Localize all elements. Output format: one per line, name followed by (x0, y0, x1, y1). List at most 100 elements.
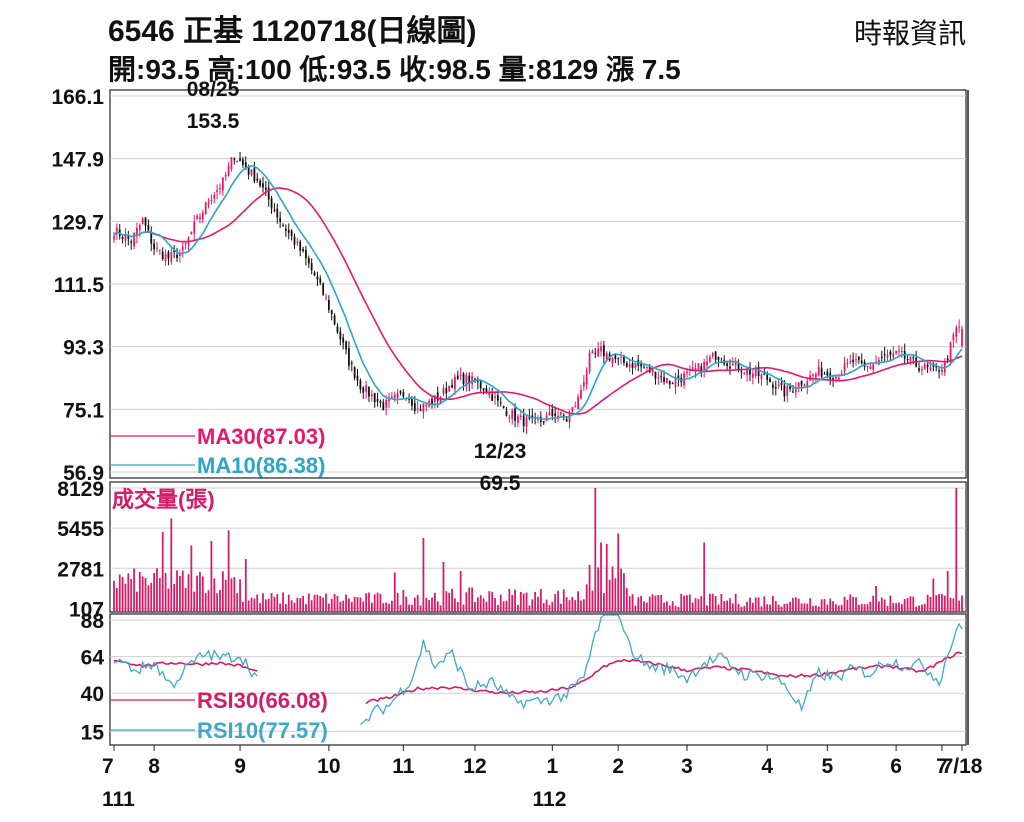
candle-body (797, 382, 800, 388)
candle-body (751, 373, 754, 378)
candle-body (952, 334, 955, 341)
volume-bar (772, 595, 774, 612)
volume-bar (703, 542, 706, 612)
candle-body (852, 359, 855, 363)
volume-bar (797, 598, 800, 612)
volume-bar (872, 595, 875, 612)
candle-body (376, 399, 379, 402)
volume-bar (577, 591, 580, 612)
price-tick-label: 129.7 (51, 211, 104, 234)
volume-bar (333, 593, 336, 612)
volume-bar (726, 600, 728, 612)
volume-bar (820, 599, 823, 612)
volume-bar (600, 542, 602, 612)
candle-body (413, 403, 416, 411)
volume-bar (156, 568, 158, 612)
candle-body (178, 252, 181, 256)
candle-body (164, 254, 167, 261)
volume-bar (196, 575, 198, 612)
x-tick-label: 7 (936, 755, 948, 778)
volume-bar (213, 578, 216, 612)
candle-body (889, 351, 892, 355)
volume-bar (442, 561, 445, 612)
volume-bar (585, 584, 588, 612)
volume-bar (242, 601, 244, 612)
volume-bar (339, 601, 342, 612)
candle-body (832, 378, 834, 381)
volume-bar (955, 488, 958, 612)
volume-bar (812, 605, 814, 612)
volume-bar (476, 597, 479, 612)
candle-body (909, 356, 912, 362)
volume-bar (181, 570, 184, 612)
candle-body (803, 385, 806, 387)
volume-bar (390, 600, 393, 612)
volume-bar (946, 570, 949, 612)
volume-bar (362, 601, 365, 612)
candle-body (920, 368, 923, 371)
candle-body (190, 231, 193, 235)
volume-bar (305, 604, 307, 612)
volume-bar (657, 594, 660, 612)
volume-bar (170, 518, 173, 612)
candle-body (826, 371, 829, 376)
volume-bar (511, 594, 514, 612)
candle-body (883, 354, 886, 356)
annotation-value: 69.5 (480, 472, 521, 495)
candle-body (316, 276, 319, 280)
volume-bar (792, 597, 794, 612)
volume-bar (645, 602, 648, 612)
x-tick-label: 10 (317, 755, 340, 778)
volume-tick-label: 107 (69, 598, 104, 621)
volume-bar (817, 606, 820, 612)
candle-body (282, 224, 284, 226)
x-tick-label: 7/18 (942, 755, 983, 778)
candle-body (115, 227, 118, 234)
volume-panel-title: 成交量(張) (112, 487, 215, 512)
candle-body (199, 216, 201, 220)
candle-body (863, 361, 866, 367)
volume-bar (611, 566, 614, 612)
candle-body (219, 188, 221, 190)
volume-bar (433, 592, 436, 612)
candle-body (766, 374, 769, 380)
candle-body (402, 392, 405, 397)
candle-body (946, 358, 949, 361)
volume-bar (118, 574, 121, 612)
candle-body (749, 367, 751, 375)
volume-bar (605, 543, 608, 612)
volume-bar (368, 592, 370, 612)
candle-body (385, 399, 388, 408)
volume-bar (746, 601, 749, 612)
candle-body (731, 363, 734, 366)
volume-bar (729, 598, 731, 612)
candle-body (582, 382, 585, 387)
volume-bar (674, 605, 677, 612)
volume-bar (734, 593, 737, 612)
volume-bar (345, 594, 347, 612)
candle-body (654, 371, 657, 379)
volume-bar (843, 596, 846, 612)
candle-body (912, 357, 915, 359)
volume-bar (597, 567, 600, 612)
volume-bar (244, 558, 247, 612)
candle-body (482, 388, 485, 391)
rsi-tick-label: 15 (81, 721, 105, 744)
volume-bar (204, 593, 207, 612)
volume-bar (895, 603, 898, 612)
candle-body (857, 356, 860, 360)
candle-body (236, 160, 239, 163)
candle-body (657, 377, 660, 379)
volume-bar (688, 594, 691, 612)
volume-bar (708, 593, 711, 612)
volume-bar (886, 605, 889, 612)
candle-body (348, 347, 350, 366)
volume-bar (462, 604, 465, 612)
volume-bar (287, 594, 290, 612)
volume-bar (302, 595, 304, 612)
ma10-line (113, 165, 963, 421)
volume-bar (961, 595, 963, 612)
volume-bar (376, 592, 379, 612)
volume-bar (803, 603, 806, 612)
candle-body (359, 380, 362, 390)
